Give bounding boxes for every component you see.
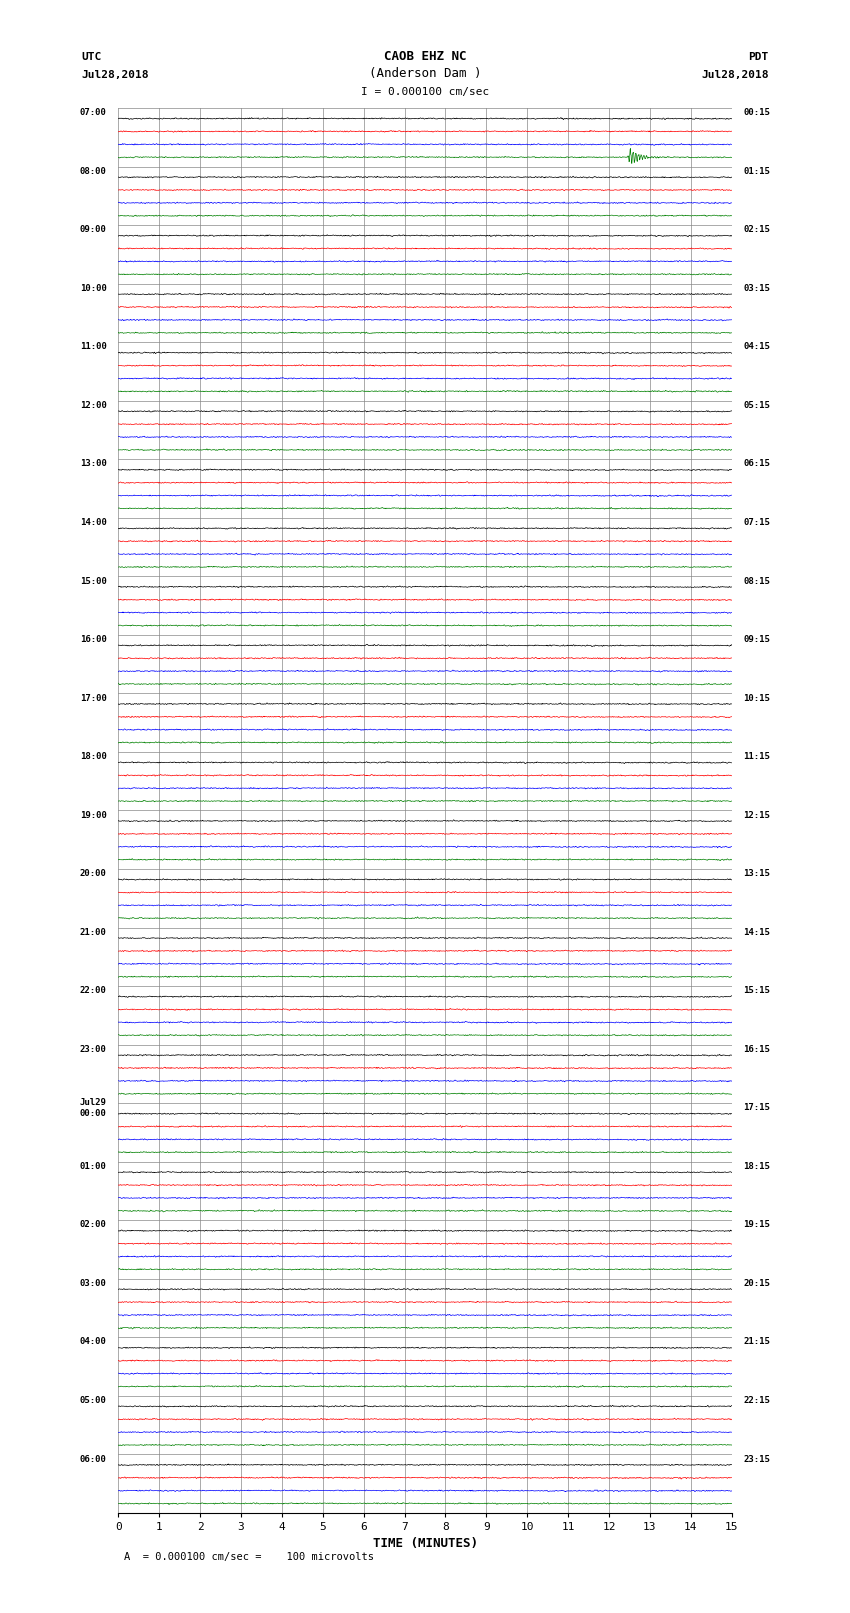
Text: 02:15: 02:15 — [743, 226, 770, 234]
Text: 18:15: 18:15 — [743, 1161, 770, 1171]
Text: 12:00: 12:00 — [80, 402, 107, 410]
Text: 08:15: 08:15 — [743, 576, 770, 586]
Text: 15:15: 15:15 — [743, 986, 770, 995]
Text: 11:15: 11:15 — [743, 752, 770, 761]
Text: 20:15: 20:15 — [743, 1279, 770, 1287]
Text: 08:00: 08:00 — [80, 166, 107, 176]
Text: 05:15: 05:15 — [743, 402, 770, 410]
Text: 23:00: 23:00 — [80, 1045, 107, 1053]
Text: 21:00: 21:00 — [80, 927, 107, 937]
Text: 01:15: 01:15 — [743, 166, 770, 176]
Text: 21:15: 21:15 — [743, 1337, 770, 1347]
Text: PDT: PDT — [748, 52, 768, 61]
Text: (Anderson Dam ): (Anderson Dam ) — [369, 68, 481, 81]
Text: Jul28,2018: Jul28,2018 — [82, 69, 149, 81]
Text: 10:15: 10:15 — [743, 694, 770, 703]
Text: CAOB EHZ NC: CAOB EHZ NC — [383, 50, 467, 63]
Text: 07:15: 07:15 — [743, 518, 770, 527]
Text: 22:15: 22:15 — [743, 1395, 770, 1405]
Text: 16:00: 16:00 — [80, 636, 107, 644]
Text: 22:00: 22:00 — [80, 986, 107, 995]
Text: 03:00: 03:00 — [80, 1279, 107, 1287]
Text: 09:00: 09:00 — [80, 226, 107, 234]
Text: 03:15: 03:15 — [743, 284, 770, 294]
Text: 09:15: 09:15 — [743, 636, 770, 644]
Text: 23:15: 23:15 — [743, 1455, 770, 1463]
Text: 06:15: 06:15 — [743, 460, 770, 468]
Text: 13:00: 13:00 — [80, 460, 107, 468]
Text: 17:15: 17:15 — [743, 1103, 770, 1113]
Text: 14:00: 14:00 — [80, 518, 107, 527]
Text: 04:00: 04:00 — [80, 1337, 107, 1347]
Text: 15:00: 15:00 — [80, 576, 107, 586]
Text: UTC: UTC — [82, 52, 102, 61]
Text: 20:00: 20:00 — [80, 869, 107, 877]
Text: 02:00: 02:00 — [80, 1221, 107, 1229]
Text: 06:00: 06:00 — [80, 1455, 107, 1463]
Text: 18:00: 18:00 — [80, 752, 107, 761]
Text: Jul28,2018: Jul28,2018 — [701, 69, 768, 81]
Text: Jul29
00:00: Jul29 00:00 — [80, 1098, 107, 1118]
Text: 19:15: 19:15 — [743, 1221, 770, 1229]
Text: A  = 0.000100 cm/sec =    100 microvolts: A = 0.000100 cm/sec = 100 microvolts — [124, 1552, 374, 1563]
Text: 17:00: 17:00 — [80, 694, 107, 703]
Text: 04:15: 04:15 — [743, 342, 770, 352]
Text: 19:00: 19:00 — [80, 811, 107, 819]
Text: 05:00: 05:00 — [80, 1395, 107, 1405]
Text: 13:15: 13:15 — [743, 869, 770, 877]
Text: 12:15: 12:15 — [743, 811, 770, 819]
Text: 07:00: 07:00 — [80, 108, 107, 118]
X-axis label: TIME (MINUTES): TIME (MINUTES) — [372, 1537, 478, 1550]
Text: 01:00: 01:00 — [80, 1161, 107, 1171]
Text: 10:00: 10:00 — [80, 284, 107, 294]
Text: 14:15: 14:15 — [743, 927, 770, 937]
Text: 16:15: 16:15 — [743, 1045, 770, 1053]
Text: 11:00: 11:00 — [80, 342, 107, 352]
Text: 00:15: 00:15 — [743, 108, 770, 118]
Text: I = 0.000100 cm/sec: I = 0.000100 cm/sec — [361, 87, 489, 97]
